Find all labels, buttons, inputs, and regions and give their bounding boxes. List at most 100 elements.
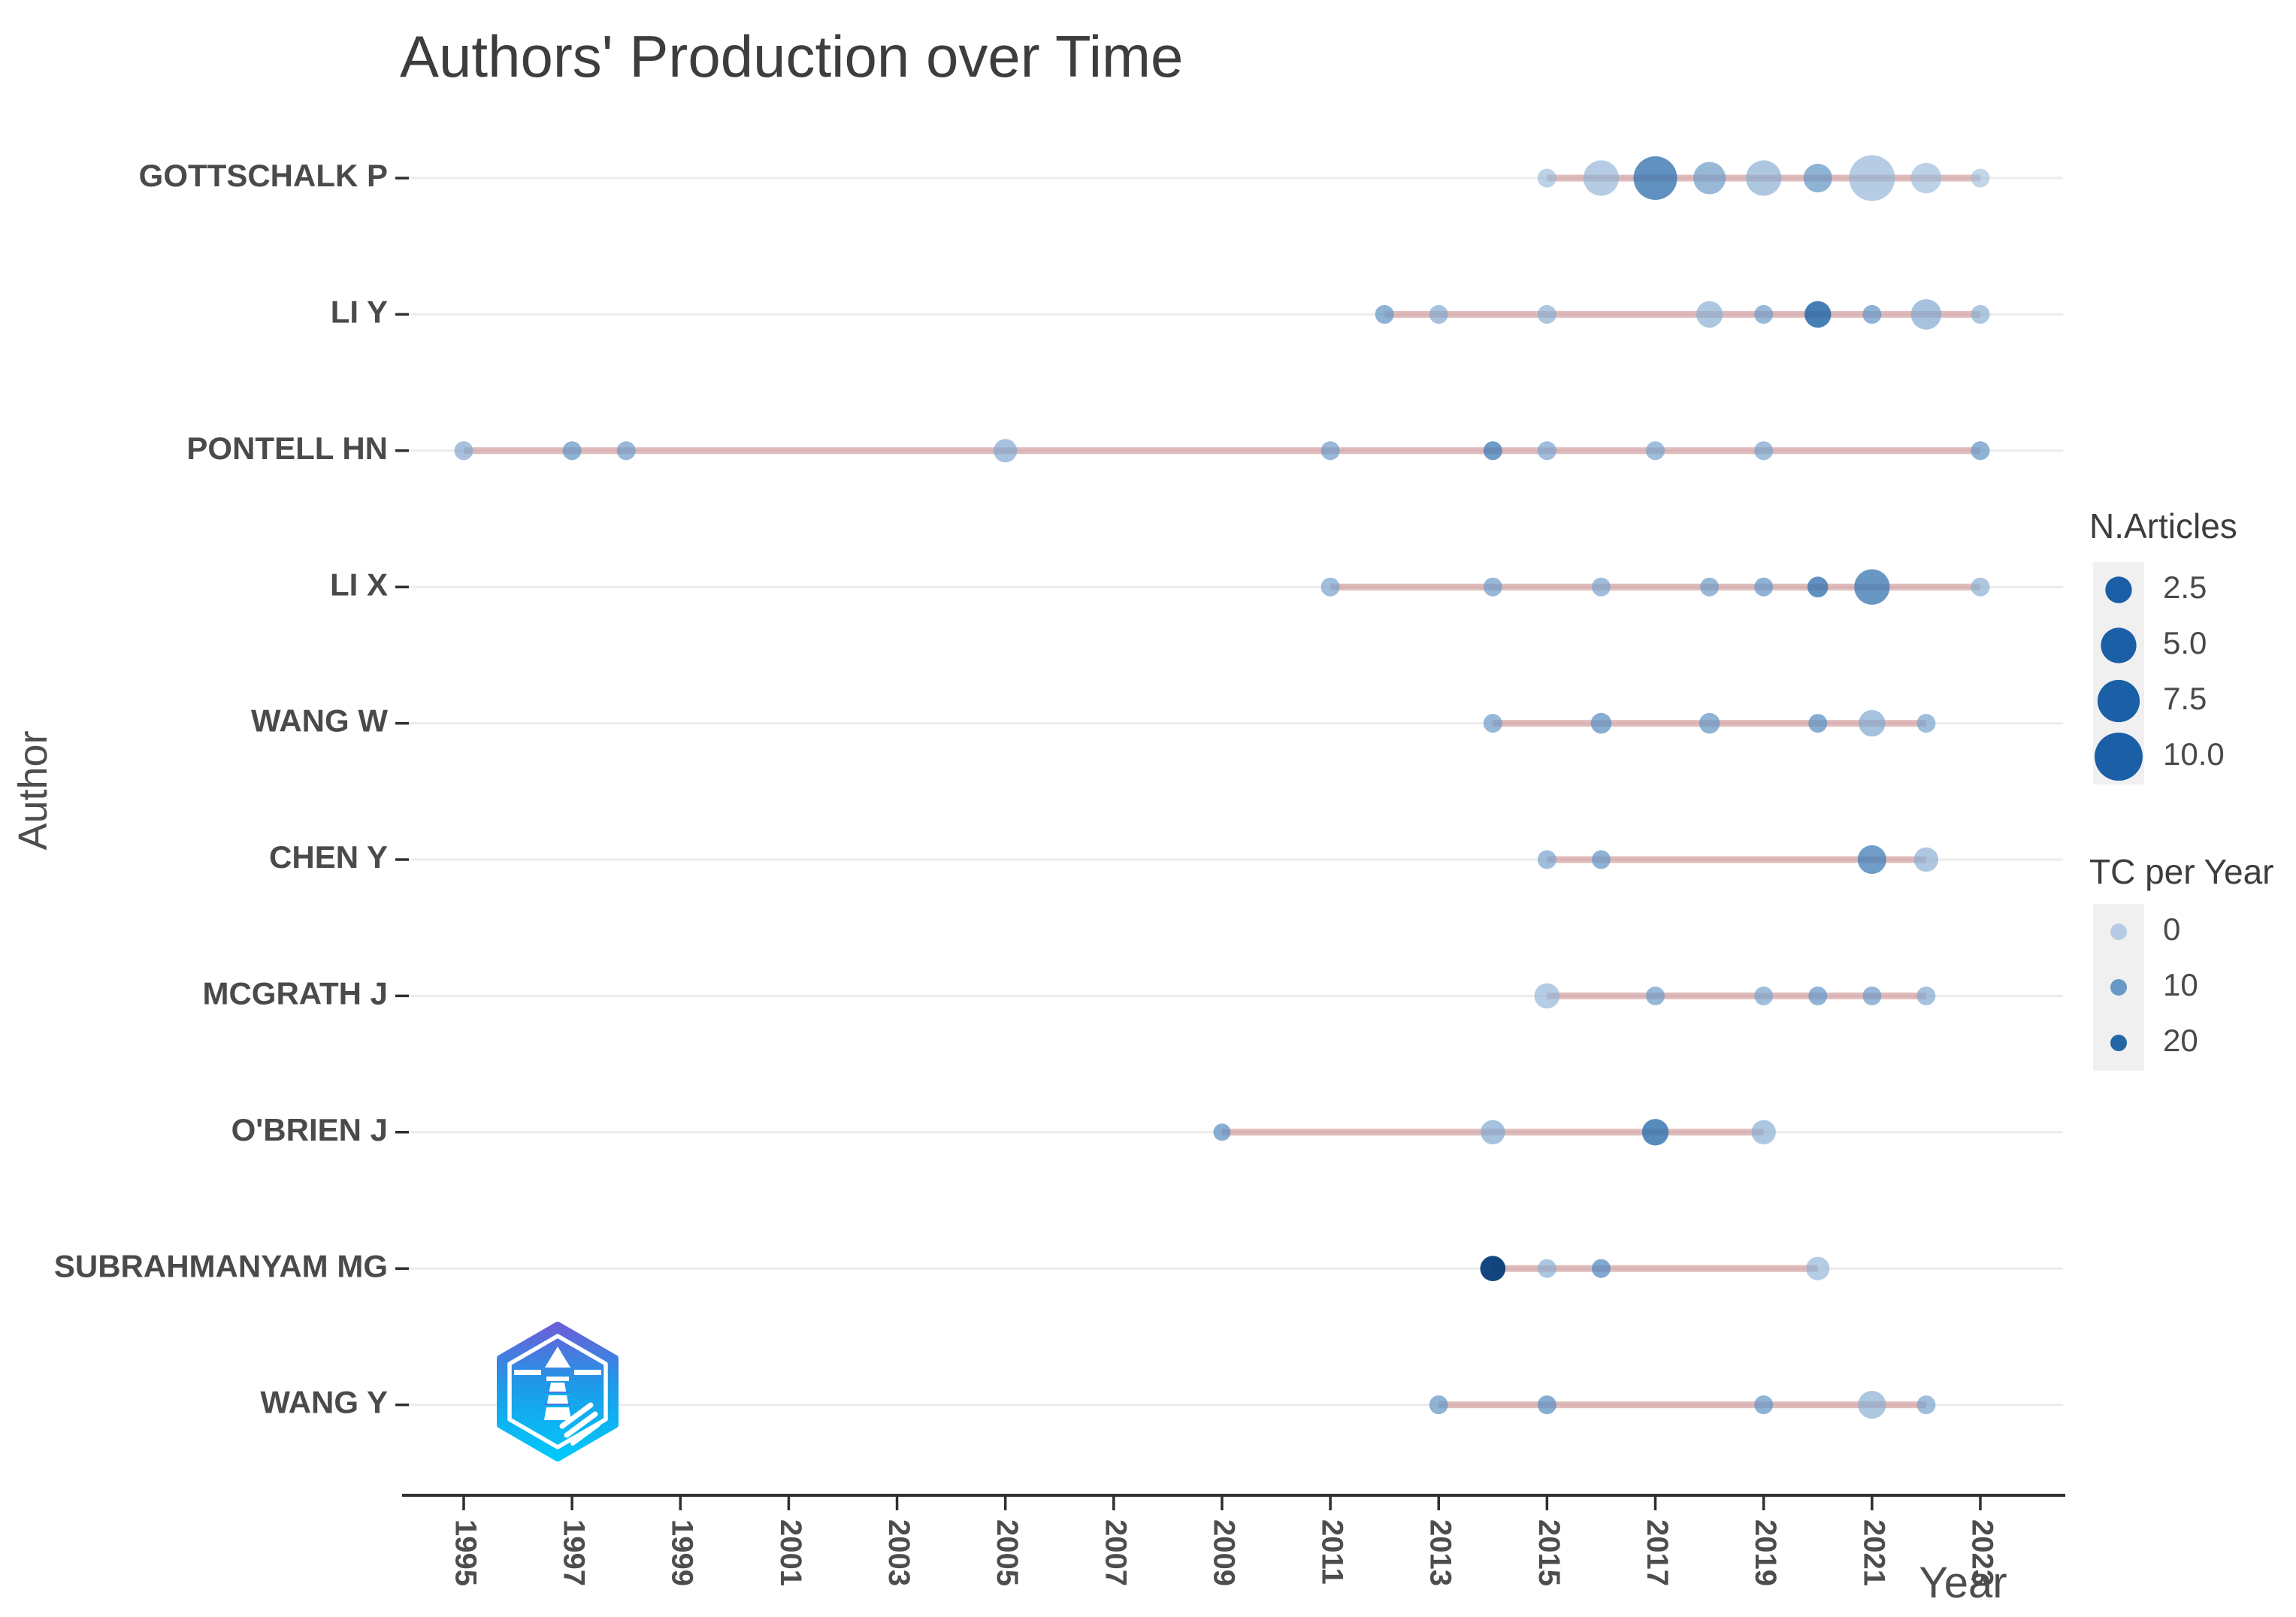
data-point: [1971, 168, 1990, 188]
x-tick-label: 2011: [1316, 1519, 1349, 1585]
data-point: [1591, 1259, 1611, 1278]
data-point: [1320, 441, 1340, 461]
data-point: [1693, 162, 1726, 195]
data-point: [1700, 577, 1720, 597]
x-tick-label: 2023: [1965, 1519, 1998, 1586]
x-tick-label: 2017: [1641, 1519, 1674, 1586]
data-point: [1754, 577, 1774, 597]
data-point: [1537, 1259, 1556, 1278]
data-point: [1916, 986, 1936, 1005]
data-point: [994, 439, 1018, 463]
data-point: [1537, 168, 1556, 188]
x-tick-label: 1995: [449, 1519, 482, 1586]
author-label: LI Y: [331, 294, 388, 329]
x-tick-label: 2013: [1424, 1519, 1457, 1586]
data-point: [1537, 1395, 1556, 1415]
legend-size-label: 2.5: [2163, 570, 2207, 605]
data-point: [1859, 709, 1886, 737]
legend-size-dot: [2101, 627, 2137, 663]
data-point: [1804, 301, 1832, 328]
data-point: [1646, 986, 1665, 1005]
data-point: [1646, 441, 1665, 461]
size-legend-title: N.Articles: [2089, 506, 2237, 546]
data-point: [1429, 304, 1448, 324]
data-point: [1483, 714, 1502, 733]
legend-size-dot: [2095, 733, 2143, 781]
data-point: [1754, 304, 1774, 324]
author-label: LI X: [330, 567, 388, 602]
data-point: [1537, 850, 1556, 869]
data-point: [454, 441, 473, 461]
author-label: CHEN Y: [269, 839, 388, 875]
data-point: [1633, 156, 1677, 200]
data-point: [1910, 299, 1942, 330]
legend-color-dot: [2110, 923, 2127, 940]
data-point: [1320, 577, 1340, 597]
data-point: [1754, 986, 1774, 1005]
x-tick-label: 2021: [1857, 1519, 1890, 1586]
data-point: [1537, 441, 1556, 461]
data-point: [1537, 304, 1556, 324]
data-point: [1808, 714, 1828, 733]
x-tick-label: 2003: [882, 1519, 915, 1586]
y-axis-title: Author: [11, 730, 56, 850]
legend-color-label: 0: [2163, 911, 2180, 947]
data-point: [1375, 304, 1394, 324]
data-point: [1857, 845, 1886, 875]
x-tick-label: 2019: [1749, 1519, 1782, 1586]
author-label: WANG W: [251, 703, 388, 739]
data-point: [562, 441, 582, 461]
data-point: [1591, 577, 1611, 597]
x-axis-title: Year: [1919, 1558, 2007, 1607]
data-point: [1916, 714, 1936, 733]
legend-size-dot: [2097, 679, 2140, 723]
data-point: [1916, 1395, 1936, 1415]
author-label: PONTELL HN: [186, 431, 388, 466]
author-label: GOTTSCHALK P: [139, 158, 388, 193]
data-point: [1480, 1256, 1506, 1281]
data-point: [1806, 1256, 1830, 1280]
author-label: O'BRIEN J: [231, 1112, 388, 1147]
data-point: [1849, 155, 1895, 201]
chart-title: Authors' Production over Time: [400, 23, 1183, 89]
x-tick-label: 2015: [1532, 1519, 1565, 1586]
data-point: [1808, 986, 1828, 1005]
data-point: [1429, 1395, 1448, 1415]
data-point: [1754, 441, 1774, 461]
data-point: [1913, 847, 1939, 872]
data-point: [1862, 304, 1882, 324]
data-point: [1971, 441, 1990, 461]
data-point: [1971, 304, 1990, 324]
data-point: [1699, 712, 1720, 734]
data-point: [1751, 1120, 1776, 1145]
x-tick-label: 2009: [1207, 1519, 1240, 1586]
author-label: SUBRAHMANYAM MG: [54, 1248, 388, 1283]
x-tick-label: 1997: [558, 1519, 591, 1586]
data-point: [1862, 986, 1882, 1005]
data-point: [1591, 850, 1611, 869]
data-point: [1803, 163, 1832, 193]
data-point: [1534, 983, 1560, 1009]
data-point: [1858, 1391, 1886, 1419]
legend-color-dot: [2110, 979, 2127, 996]
data-point: [1583, 160, 1620, 196]
data-point: [1746, 160, 1782, 196]
data-point: [1483, 577, 1502, 597]
data-point: [1807, 576, 1829, 597]
author-label: WANG Y: [260, 1385, 388, 1420]
x-tick-label: 2005: [991, 1519, 1024, 1586]
legend-color-dot: [2110, 1035, 2127, 1051]
x-tick-label: 1999: [666, 1519, 699, 1586]
data-point: [1641, 1119, 1669, 1146]
data-point: [1754, 1395, 1774, 1415]
lighthouse-logo-icon: [497, 1322, 619, 1461]
data-point: [1910, 162, 1942, 194]
legend-color-label: 10: [2163, 967, 2198, 1002]
data-point: [1483, 441, 1502, 461]
author-label: MCGRATH J: [202, 975, 388, 1011]
data-point: [1213, 1123, 1231, 1141]
data-point: [1481, 1120, 1505, 1145]
